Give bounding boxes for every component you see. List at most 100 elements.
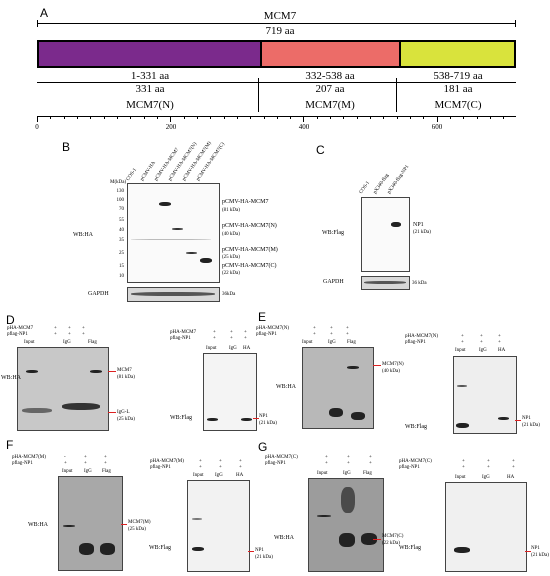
panel-b-letter: B: [62, 140, 71, 154]
band-size: (21 kDa): [255, 555, 273, 560]
plus-sign: +: [487, 459, 490, 464]
protein-name: MCM7: [263, 10, 297, 22]
column-header: Input: [302, 340, 313, 345]
band: [241, 418, 252, 421]
panel-e-letter: E: [258, 310, 267, 324]
band-label: pCMV-HA-MCM7: [222, 199, 269, 205]
plus-sign: +: [239, 459, 242, 464]
protein-length: 719 aa: [265, 25, 295, 37]
construct-label: pHA-MCM7: [7, 326, 34, 331]
column-header: IgG: [215, 473, 223, 478]
construct-label: pflag-NP1: [265, 461, 286, 466]
axis-minor-tick: [490, 116, 492, 119]
axis-minor-tick: [76, 116, 78, 119]
band: [364, 281, 406, 284]
lane-label: pX340-flag-NP1: [386, 164, 411, 195]
axis-minor-tick: [330, 116, 332, 119]
panel-g-letter: G: [258, 440, 268, 454]
domain-m-name: MCM7(M): [305, 99, 355, 111]
axis-minor-tick: [463, 116, 465, 119]
column-header: Input: [317, 471, 328, 476]
plus-sign: +: [54, 332, 57, 337]
loading-size: 36kDa: [222, 292, 236, 297]
plus-sign: +: [64, 461, 67, 466]
mw-marker: 25: [119, 251, 124, 256]
plus-sign: +: [480, 334, 483, 339]
axis-minor-tick: [63, 116, 65, 119]
band-size: (81 kDa): [117, 375, 135, 380]
axis-minor-tick: [396, 116, 398, 119]
blot-g-ha: [308, 478, 384, 572]
column-header: Input: [455, 475, 466, 480]
axis-minor-tick: [276, 116, 278, 119]
column-header: HA: [507, 475, 515, 480]
band: [361, 533, 377, 545]
axis-minor-tick: [370, 116, 372, 119]
band-label: MCM7(N): [382, 362, 404, 367]
wb-label: WB:Flag: [405, 424, 427, 430]
plus-sign: +: [68, 326, 71, 331]
domain-bar: [37, 40, 516, 68]
axis-minor-tick: [236, 116, 238, 119]
band-size: (22 kDa): [382, 541, 400, 546]
minus-sign: -: [64, 455, 66, 460]
construct-label: pflag-NP1: [256, 332, 277, 337]
axis-major-tick: [170, 116, 172, 122]
plus-sign: +: [84, 455, 87, 460]
axis-minor-tick: [356, 116, 358, 119]
column-header: IgG: [84, 469, 92, 474]
wb-label: WB:HA: [1, 375, 21, 381]
construct-label: pflag-NP1: [405, 340, 426, 345]
plus-sign: +: [512, 459, 515, 464]
plus-sign: +: [104, 461, 107, 466]
plus-sign: +: [347, 461, 350, 466]
plus-sign: +: [369, 455, 372, 460]
lane-label: pCMV-HA-MCM7(C): [195, 141, 227, 182]
plus-sign: +: [313, 326, 316, 331]
construct-label: pHA-MCM7(M): [150, 459, 184, 464]
construct-label: pHA-MCM7(C): [265, 455, 298, 460]
plus-sign: +: [213, 330, 216, 335]
band-label: NP1: [255, 548, 264, 553]
band: [22, 408, 52, 413]
band: [79, 543, 94, 555]
axis-minor-tick: [210, 116, 212, 119]
lane-label: COS-1: [125, 167, 138, 182]
band-size: (21 kDa): [531, 553, 549, 558]
axis-minor-tick: [423, 116, 425, 119]
band-label: pCMV-HA-MCM7(C): [222, 263, 277, 269]
column-header: Input: [62, 469, 73, 474]
column-header: IgG: [343, 471, 351, 476]
plus-sign: +: [82, 332, 85, 337]
construct-label: pflag-NP1: [12, 461, 33, 466]
domain-c: [401, 42, 514, 66]
column-header: IgG: [63, 340, 71, 345]
mw-marker: 10: [119, 274, 124, 279]
plus-sign: +: [104, 455, 107, 460]
mw-header: M(kDa): [110, 180, 127, 185]
panel-c-letter: C: [316, 143, 325, 157]
mw-marker: 100: [116, 198, 125, 203]
domain-c-range: 538-719 aa: [433, 70, 483, 82]
plus-sign: +: [347, 455, 350, 460]
column-header: Flag: [88, 340, 97, 345]
plus-sign: +: [330, 332, 333, 337]
domain-n-name: MCM7(N): [126, 99, 174, 111]
axis-major-tick: [436, 116, 438, 122]
axis-minor-tick: [116, 116, 118, 119]
band-size: (40 kDa): [222, 232, 240, 237]
column-header: IgG: [229, 346, 237, 351]
domain-n-range: 1-331 aa: [130, 70, 170, 82]
mw-marker: 130: [116, 189, 125, 194]
axis-tick-label: 400: [298, 123, 310, 131]
domain-m: [262, 42, 401, 66]
column-header: Input: [24, 340, 35, 345]
band-label: NP1: [413, 222, 424, 228]
construct-label: pHA-MCM7: [170, 330, 197, 335]
plus-sign: +: [346, 332, 349, 337]
domain-n-length: 331 aa: [135, 83, 165, 95]
plus-sign: +: [346, 326, 349, 331]
band-label: pCMV-HA-MCM7(N): [222, 223, 277, 229]
domain-c-name: MCM7(C): [434, 99, 482, 111]
wb-label: WB:HA: [73, 232, 93, 238]
